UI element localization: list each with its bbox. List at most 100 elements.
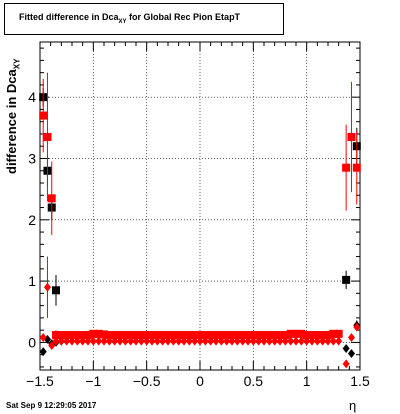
data-point-diamond xyxy=(342,344,350,354)
data-point-square xyxy=(329,329,338,338)
y-axis-label: difference in DcaXY xyxy=(4,58,22,174)
y-tick-label: 0 xyxy=(28,334,36,350)
data-point-diamond xyxy=(185,336,193,346)
x-axis-label: η xyxy=(349,398,357,413)
data-point-diamond xyxy=(143,336,151,346)
data-point-square xyxy=(228,331,236,340)
data-point-diamond xyxy=(313,336,321,346)
title-box: Fitted difference in DcaXY for Global Re… xyxy=(4,3,284,35)
data-point-square xyxy=(78,331,87,340)
data-point-diamond xyxy=(239,336,247,346)
y-tick-label: 3 xyxy=(28,150,36,166)
data-point-diamond xyxy=(105,336,113,346)
data-point-diamond xyxy=(148,336,156,346)
data-point-square xyxy=(238,331,247,340)
data-point-diamond xyxy=(353,322,361,332)
data-point-diamond xyxy=(329,336,337,346)
x-tick-label: −0.5 xyxy=(133,373,161,389)
data-point-diamond xyxy=(73,336,81,346)
data-point-diamond xyxy=(308,336,316,346)
data-point-diamond xyxy=(271,336,279,346)
data-point-square xyxy=(73,331,82,340)
data-point-diamond xyxy=(111,336,119,346)
data-point-diamond xyxy=(196,336,204,346)
x-tick-label: 0.5 xyxy=(244,373,264,389)
data-point-diamond xyxy=(255,336,263,346)
data-point-square xyxy=(201,331,210,340)
data-point-diamond xyxy=(84,336,92,346)
chart-title: Fitted difference in DcaXY for Global Re… xyxy=(19,12,241,25)
data-point-diamond xyxy=(260,336,268,346)
data-point-square xyxy=(276,331,284,340)
data-point-diamond xyxy=(79,336,87,346)
data-point-square xyxy=(222,331,231,340)
data-point-square xyxy=(342,275,351,284)
data-point-diamond xyxy=(68,336,76,346)
data-point-square xyxy=(43,133,52,142)
data-point-square xyxy=(121,331,130,340)
data-point-square xyxy=(270,331,279,340)
data-point-diamond xyxy=(132,336,140,346)
y-tick-label: 4 xyxy=(28,89,36,105)
data-point-diamond xyxy=(116,336,124,346)
data-point-diamond xyxy=(89,336,97,346)
data-point-square xyxy=(142,331,151,340)
data-point-diamond xyxy=(201,336,209,346)
data-point-square xyxy=(148,331,156,340)
data-point-diamond xyxy=(164,336,172,346)
data-point-diamond xyxy=(95,336,103,346)
data-point-diamond xyxy=(292,336,300,346)
data-point-diamond xyxy=(335,336,343,346)
data-point-square xyxy=(313,331,322,340)
data-point-square xyxy=(169,331,178,340)
data-point-diamond xyxy=(43,282,51,292)
x-tick-label: −1 xyxy=(85,373,101,389)
data-point-diamond xyxy=(100,336,108,346)
data-point-diamond xyxy=(249,336,257,346)
data-point-diamond xyxy=(169,336,177,346)
x-tick-label: 1.5 xyxy=(350,373,370,389)
data-point-square xyxy=(52,286,60,295)
data-point-square xyxy=(153,331,162,340)
data-point-square xyxy=(174,331,183,340)
data-point-diamond xyxy=(276,336,284,346)
data-point-diamond xyxy=(212,336,220,346)
data-point-diamond xyxy=(121,336,129,346)
plot-frame xyxy=(39,41,361,371)
x-tick-label: 1 xyxy=(303,373,311,389)
data-point-diamond xyxy=(127,336,135,346)
data-point-square xyxy=(260,331,268,340)
data-point-square xyxy=(132,331,140,340)
data-point-diamond xyxy=(191,336,199,346)
data-point-square xyxy=(89,329,98,338)
data-point-diamond xyxy=(324,336,332,346)
data-point-diamond xyxy=(159,336,167,346)
data-point-diamond xyxy=(342,359,350,369)
data-point-square xyxy=(217,331,226,340)
data-point-diamond xyxy=(137,336,145,346)
data-point-diamond xyxy=(281,336,289,346)
data-point-diamond xyxy=(347,333,355,343)
data-point-diamond xyxy=(228,336,236,346)
data-point-diamond xyxy=(303,336,311,346)
data-point-square xyxy=(286,329,295,338)
data-point-square xyxy=(190,331,199,340)
data-point-square xyxy=(110,331,119,340)
data-point-square xyxy=(249,331,258,340)
data-point-square xyxy=(180,331,188,340)
data-point-square xyxy=(84,331,92,340)
data-point-diamond xyxy=(244,336,252,346)
data-point-diamond xyxy=(48,340,56,350)
data-point-square xyxy=(318,331,327,340)
data-point-square xyxy=(47,194,56,203)
data-point-diamond xyxy=(217,336,225,346)
data-point-square xyxy=(212,331,220,340)
data-point-diamond xyxy=(347,348,355,358)
data-point-square xyxy=(105,331,114,340)
data-point-square xyxy=(281,331,290,340)
data-point-square xyxy=(52,331,60,340)
data-point-diamond xyxy=(223,336,231,346)
data-point-square xyxy=(342,163,351,172)
data-point-square xyxy=(100,330,108,339)
